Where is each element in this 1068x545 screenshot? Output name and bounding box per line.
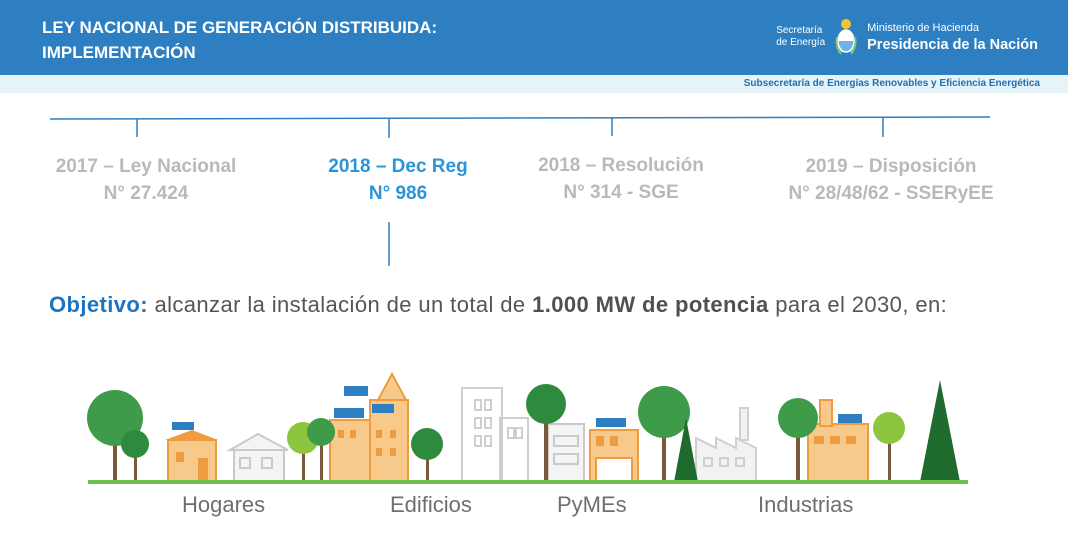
timeline-item-2018-res: 2018 – Resolución N° 314 - SGE — [491, 152, 751, 206]
shop-icon — [589, 418, 639, 483]
subheader-band — [0, 75, 1068, 93]
building-icon — [329, 371, 409, 483]
shop-icon — [547, 423, 585, 483]
city-illustration — [87, 371, 968, 484]
timeline-item-title: 2017 – Ley Nacional — [55, 156, 237, 177]
factory-icon — [695, 407, 757, 483]
timeline: 2017 – Ley Nacional N° 27.424 2018 – Dec… — [0, 100, 1068, 280]
header-band: LEY NACIONAL DE GENERACIÓN DISTRIBUIDA: … — [0, 0, 1068, 75]
solar-panel-icon — [344, 386, 368, 396]
solar-panel-icon — [372, 404, 394, 413]
timeline-item-number: N° 28/48/62 - SSERyEE — [788, 183, 994, 204]
secretaria-line1: Secretaría — [776, 25, 823, 36]
building-icon — [461, 387, 529, 484]
tree-icon — [411, 428, 443, 482]
category-industrias: Industrias — [758, 492, 854, 517]
objective-text-after: para el 2030, en: — [768, 292, 948, 317]
timeline-item-title: 2019 – Disposición — [805, 156, 977, 177]
page-title: LEY NACIONAL DE GENERACIÓN DISTRIBUIDA: … — [42, 15, 437, 65]
category-edificios: Edificios — [390, 492, 472, 517]
factory-icon — [807, 399, 869, 483]
timeline-item-number: N° 986 — [368, 183, 428, 204]
government-brand: Secretaría de Energía Ministerio de Haci… — [776, 16, 1038, 58]
solar-panel-icon — [334, 408, 364, 418]
tree-icon — [873, 412, 905, 482]
category-pymes: PyMEs — [557, 492, 627, 517]
objective-text-before: alcanzar la instalación de un total de — [147, 292, 533, 317]
timeline-line — [49, 116, 991, 120]
argentina-coat-of-arms-icon — [835, 19, 857, 55]
secretaria-line2: de Energía — [776, 37, 826, 48]
ministerio-block: Ministerio de Hacienda Presidencia de la… — [867, 20, 1038, 54]
timeline-item-number: N° 27.424 — [103, 183, 189, 204]
timeline-item-2019: 2019 – Disposición N° 28/48/62 - SSERyEE — [761, 153, 1021, 207]
solar-panel-icon — [172, 422, 194, 430]
solar-panel-icon — [838, 414, 862, 423]
ministerio-label: Ministerio de Hacienda — [867, 22, 980, 34]
tree-icon — [307, 418, 335, 482]
house-icon — [165, 422, 218, 483]
timeline-item-2017: 2017 – Ley Nacional N° 27.424 — [16, 153, 276, 207]
presidencia-label: Presidencia de la Nación — [867, 37, 1038, 53]
timeline-item-number: N° 314 - SGE — [563, 182, 679, 203]
timeline-axis — [49, 116, 991, 266]
ground-line — [88, 480, 968, 484]
tree-icon — [778, 398, 818, 482]
tree-icon — [121, 430, 149, 482]
objective-highlight: 1.000 MW de potencia — [532, 292, 769, 317]
solar-panel-icon — [596, 418, 626, 427]
house-icon — [226, 432, 289, 483]
timeline-item-2018-dec: 2018 – Dec Reg N° 986 — [268, 153, 528, 207]
page-title-line2: IMPLEMENTACIÓN — [42, 43, 196, 62]
timeline-item-title: 2018 – Dec Reg — [328, 156, 468, 177]
timeline-item-title: 2018 – Resolución — [538, 155, 704, 176]
objective-label: Objetivo: — [49, 292, 148, 317]
tree-icon — [526, 384, 566, 482]
tree-icon — [920, 380, 960, 482]
subheader-text: Subsecretaría de Energías Renovables y E… — [743, 78, 1040, 89]
secretaria-label: Secretaría de Energía — [776, 25, 825, 49]
category-hogares: Hogares — [182, 492, 266, 517]
objective-text: Objetivo: alcanzar la instalación de un … — [49, 292, 1019, 318]
tree-icon — [674, 418, 698, 482]
tree-icon — [638, 386, 690, 482]
page-title-line1: LEY NACIONAL DE GENERACIÓN DISTRIBUIDA: — [42, 18, 438, 37]
